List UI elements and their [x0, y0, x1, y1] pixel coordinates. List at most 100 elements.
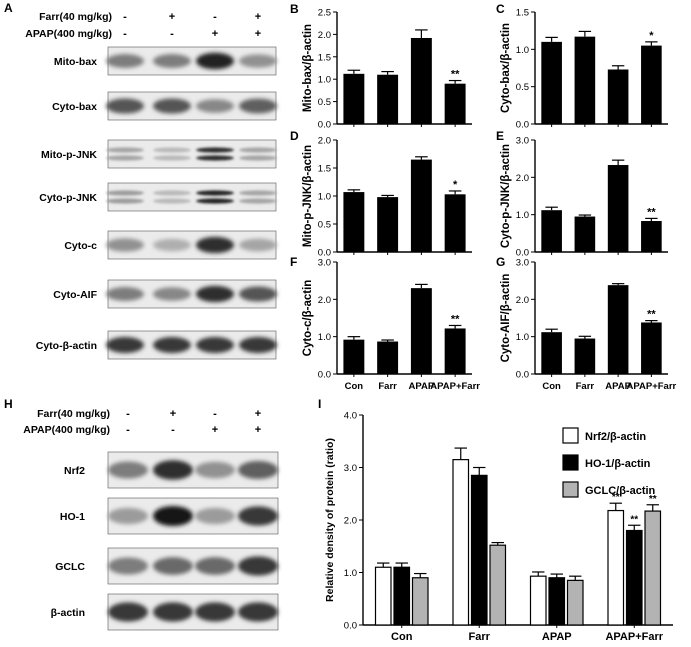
blot-band [196, 99, 234, 113]
treatment-label: APAP(400 mg/kg) [23, 424, 110, 436]
treatment-sign: + [255, 28, 261, 40]
treatment-sign: + [255, 408, 261, 420]
blot-band [238, 556, 278, 576]
y-tick-label: 2.0 [318, 295, 331, 306]
legend-label: HO-1/β-actin [585, 458, 651, 470]
legend-swatch [562, 481, 579, 498]
blot-band [239, 190, 277, 196]
blot-band [106, 155, 144, 161]
blot-label: GCLC [55, 561, 85, 573]
y-axis-label: Cyto-c/β-actin [302, 280, 314, 357]
y-tick-label: 0.0 [318, 248, 331, 259]
blot-band [195, 461, 235, 479]
significance-mark: ** [612, 492, 620, 503]
y-tick-label: 4.0 [344, 411, 357, 422]
blot-band [239, 54, 277, 68]
blot-band [195, 602, 235, 622]
blot-band [196, 190, 234, 196]
y-axis-label: Cyto-AIF/β-actin [500, 274, 512, 363]
y-tick-label: 0.0 [516, 120, 529, 131]
bar [644, 510, 662, 626]
treatment-sign: + [170, 408, 176, 420]
x-tick-label: Con [345, 381, 364, 392]
blot-label: HO-1 [60, 511, 85, 523]
blot-band [153, 602, 193, 622]
blot-band [106, 190, 144, 196]
blot-label: β-actin [51, 607, 85, 619]
panel-letter-g: G [496, 255, 505, 269]
treatment-sign: - [170, 28, 174, 40]
panel-letter-b: B [290, 2, 299, 16]
treatment-sign: - [126, 408, 130, 420]
blot-band [106, 98, 144, 114]
y-tick-label: 1.0 [318, 192, 331, 203]
y-tick-label: 3.0 [516, 136, 529, 147]
x-tick-label: APAP [409, 381, 435, 392]
y-axis-label: Mito-p-JNK/β-actin [302, 145, 314, 247]
blot-band [153, 155, 191, 161]
treatment-label: Farr(40 mg/kg) [37, 408, 110, 420]
bar-chart-f: 0.0 1.0 2.0 3.0 Cyto-c/β-actin Con Farr APAP ** A… [302, 258, 480, 393]
bar [470, 474, 488, 626]
bar [343, 73, 365, 124]
x-tick-label: Farr [469, 631, 491, 642]
blot-band [153, 147, 191, 153]
y-tick-label: 0.0 [318, 120, 331, 131]
blot-membrane [107, 139, 277, 169]
legend-swatch [562, 427, 579, 444]
y-tick-label: 2.0 [318, 30, 331, 41]
legend-label: GCLC/β-actin [585, 485, 656, 497]
blot-band [108, 557, 148, 575]
bar [343, 192, 365, 252]
y-tick-label: 2.5 [318, 8, 331, 19]
y-tick-label: 1.0 [516, 332, 529, 343]
panel-letter-e: E [496, 129, 504, 143]
blot-label: Mito-bax [54, 56, 97, 68]
blot-band [239, 98, 277, 114]
blot-band [239, 286, 277, 302]
y-axis-label: Cyto-p-JNK/β-actin [500, 144, 512, 248]
bar [541, 41, 562, 124]
y-tick-label: 2.0 [318, 136, 331, 147]
y-tick-label: 0.5 [318, 97, 331, 108]
x-tick-label: Farr [378, 381, 397, 392]
y-tick-label: 1.5 [318, 164, 331, 175]
blot-label: Nrf2 [64, 465, 85, 477]
significance-mark: ** [649, 494, 657, 505]
treatment-sign: + [255, 424, 261, 436]
panel-letter-i: I [318, 397, 321, 411]
blot-band [153, 238, 191, 252]
treatment-sign: - [123, 11, 127, 23]
y-tick-label: 0.5 [318, 220, 331, 231]
y-tick-label: 0.0 [318, 370, 331, 381]
y-tick-label: 1.0 [318, 332, 331, 343]
treatment-sign: - [213, 408, 217, 420]
y-tick-label: 2.0 [344, 516, 357, 527]
panel-letter-a: A [4, 1, 13, 15]
blot-band [238, 602, 278, 622]
treatment-sign: - [171, 424, 175, 436]
x-tick-label: APAP+Farr [605, 631, 663, 642]
bar-chart-b: 0.0 0.5 1.0 1.5 2.0 2.5 Mito-bax/β-actin ** [302, 8, 472, 131]
blot-band [106, 147, 144, 153]
blot-band [195, 557, 235, 575]
blot-label: Cyto-bax [52, 101, 97, 113]
y-tick-label: 1.5 [318, 52, 331, 63]
blot-band [153, 287, 191, 301]
bar [377, 341, 399, 374]
bar [548, 577, 566, 626]
bar [641, 221, 662, 252]
x-tick-label: APAP [605, 381, 631, 392]
blot-band [153, 54, 191, 68]
significance-mark: * [649, 30, 654, 42]
blot-band [106, 54, 144, 68]
bar [566, 579, 584, 626]
significance-mark: ** [647, 206, 656, 218]
blot-band [196, 236, 234, 254]
blot-label: Cyto-c [64, 240, 97, 252]
bar [641, 322, 662, 374]
panel-letter-c: C [496, 2, 505, 16]
treatment-sign: + [212, 424, 218, 436]
